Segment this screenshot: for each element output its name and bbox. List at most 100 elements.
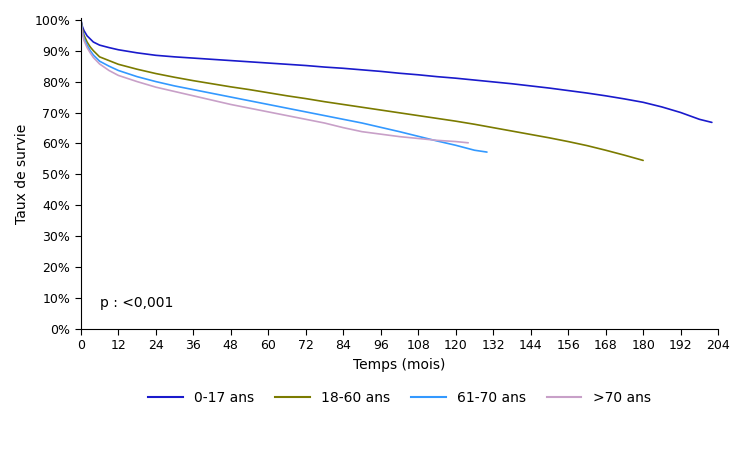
>70 ans (320, 120, 329, 126)
18-60 ans (208, 81, 217, 87)
18-60 ans (433, 116, 442, 121)
0-17 ans (433, 74, 442, 79)
Line: 0-17 ans: 0-17 ans (81, 20, 712, 123)
0-17 ans (545, 85, 554, 91)
18-60 ans (526, 132, 535, 137)
0-17 ans (226, 58, 235, 63)
61-70 ans (320, 113, 329, 118)
X-axis label: Temps (mois): Temps (mois) (353, 358, 446, 372)
61-70 ans (208, 90, 217, 96)
18-60 ans (151, 71, 160, 76)
Line: 61-70 ans: 61-70 ans (81, 20, 487, 152)
18-60 ans (78, 26, 87, 32)
0-17 ans (657, 104, 666, 110)
18-60 ans (451, 118, 460, 124)
18-60 ans (358, 104, 367, 110)
0-17 ans (320, 64, 329, 70)
61-70 ans (83, 42, 92, 48)
0-17 ans (282, 62, 291, 67)
18-60 ans (114, 62, 123, 67)
61-70 ans (89, 52, 98, 58)
0-17 ans (80, 28, 89, 34)
61-70 ans (451, 143, 460, 148)
>70 ans (358, 129, 367, 135)
0-17 ans (395, 70, 404, 76)
61-70 ans (483, 149, 492, 155)
61-70 ans (339, 116, 348, 122)
0-17 ans (86, 36, 95, 42)
0-17 ans (83, 33, 92, 39)
0-17 ans (583, 90, 592, 96)
18-60 ans (564, 139, 573, 144)
18-60 ans (507, 128, 516, 134)
0-17 ans (301, 63, 310, 69)
61-70 ans (78, 29, 87, 34)
0-17 ans (695, 116, 704, 122)
18-60 ans (583, 143, 592, 148)
>70 ans (114, 73, 123, 78)
>70 ans (95, 61, 104, 67)
>70 ans (413, 136, 422, 141)
0-17 ans (601, 93, 610, 99)
61-70 ans (188, 87, 197, 92)
>70 ans (451, 139, 460, 144)
61-70 ans (114, 68, 123, 73)
0-17 ans (526, 83, 535, 89)
18-60 ans (133, 67, 142, 72)
18-60 ans (620, 152, 629, 158)
>70 ans (301, 116, 310, 122)
>70 ans (463, 140, 472, 145)
>70 ans (395, 134, 404, 139)
0-17 ans (114, 47, 123, 53)
0-17 ans (264, 60, 273, 66)
61-70 ans (80, 35, 89, 41)
61-70 ans (358, 120, 367, 126)
61-70 ans (104, 63, 113, 69)
0-17 ans (638, 100, 647, 105)
18-60 ans (86, 44, 95, 50)
0-17 ans (358, 67, 367, 73)
0-17 ans (245, 59, 254, 65)
18-60 ans (77, 17, 86, 22)
61-70 ans (133, 74, 142, 79)
0-17 ans (564, 88, 573, 93)
>70 ans (77, 17, 86, 22)
>70 ans (83, 45, 92, 50)
18-60 ans (489, 125, 498, 130)
>70 ans (151, 84, 160, 90)
>70 ans (104, 68, 113, 73)
18-60 ans (282, 93, 291, 99)
Legend: 0-17 ans, 18-60 ans, 61-70 ans, >70 ans: 0-17 ans, 18-60 ans, 61-70 ans, >70 ans (143, 385, 656, 411)
>70 ans (133, 79, 142, 84)
0-17 ans (170, 54, 179, 60)
Line: 18-60 ans: 18-60 ans (81, 20, 643, 160)
18-60 ans (170, 75, 179, 80)
0-17 ans (676, 110, 685, 115)
61-70 ans (282, 105, 291, 111)
>70 ans (188, 93, 197, 99)
0-17 ans (339, 66, 348, 71)
18-60 ans (376, 107, 385, 113)
>70 ans (89, 55, 98, 60)
0-17 ans (620, 96, 629, 102)
61-70 ans (86, 48, 95, 54)
0-17 ans (507, 81, 516, 87)
61-70 ans (264, 102, 273, 107)
0-17 ans (78, 24, 87, 29)
>70 ans (86, 50, 95, 55)
61-70 ans (413, 134, 422, 139)
61-70 ans (245, 98, 254, 103)
61-70 ans (376, 124, 385, 130)
>70 ans (282, 113, 291, 118)
18-60 ans (104, 58, 113, 63)
61-70 ans (470, 147, 479, 153)
61-70 ans (226, 94, 235, 100)
>70 ans (376, 131, 385, 137)
18-60 ans (470, 122, 479, 127)
>70 ans (208, 97, 217, 103)
18-60 ans (95, 54, 104, 60)
0-17 ans (708, 120, 717, 125)
0-17 ans (188, 55, 197, 61)
>70 ans (226, 102, 235, 107)
0-17 ans (89, 39, 98, 45)
